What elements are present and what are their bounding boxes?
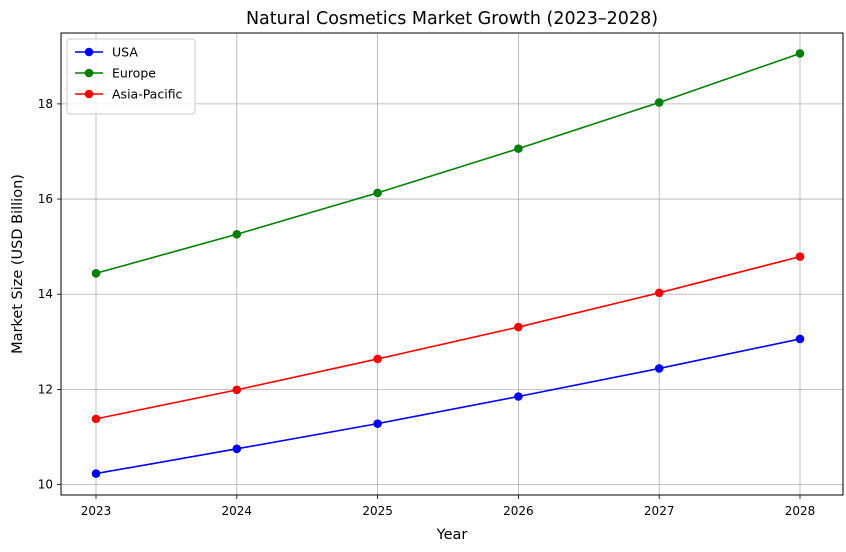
series-layer [91, 49, 805, 478]
series-europe [91, 49, 805, 278]
series-line [95, 255, 801, 420]
y-tick-label: 10 [38, 478, 53, 492]
legend-marker [84, 68, 94, 78]
data-point [373, 354, 382, 364]
data-point [91, 268, 101, 278]
legend-label: Asia-Pacific [112, 87, 183, 102]
data-point [654, 98, 664, 107]
series-usa [91, 334, 805, 478]
y-axis-title: Market Size (USD Billion) [10, 174, 26, 354]
data-point [373, 419, 382, 428]
x-tick-label: 2025 [362, 504, 393, 518]
data-point [232, 385, 242, 395]
x-tick-label: 2024 [222, 504, 253, 518]
y-tick-label: 12 [38, 382, 53, 396]
series-line [95, 338, 801, 475]
y-axis: 10 12 14 16 18 [38, 97, 61, 492]
y-tick-label: 16 [38, 192, 53, 206]
series-line [95, 52, 801, 275]
data-point [514, 144, 523, 153]
data-point [654, 364, 664, 373]
legend-label: USA [112, 45, 138, 60]
data-point [91, 469, 101, 478]
data-point [795, 49, 805, 58]
legend-item: Asia-Pacific [75, 87, 183, 102]
data-point [795, 252, 805, 261]
series-asia-pacific [91, 252, 805, 424]
data-point [514, 322, 523, 332]
data-point [91, 414, 101, 424]
y-tick-label: 18 [38, 97, 53, 111]
y-tick-label: 14 [38, 287, 53, 301]
legend-item: Europe [75, 66, 156, 81]
legend-item: USA [75, 45, 138, 60]
x-tick-label: 2023 [81, 504, 112, 518]
data-point [654, 288, 664, 298]
x-axis-title: Year [436, 527, 468, 543]
chart-title: Natural Cosmetics Market Growth (2023–20… [246, 9, 658, 29]
legend-marker [84, 89, 94, 99]
legend: USA Europe Asia-Pacific [66, 38, 196, 115]
x-tick-label: 2028 [785, 504, 816, 518]
legend-marker [84, 47, 94, 57]
grid [61, 33, 843, 495]
legend-label: Europe [112, 66, 156, 81]
legend-box [66, 38, 196, 115]
data-point [373, 188, 382, 198]
x-tick-label: 2027 [644, 504, 675, 518]
data-point [232, 229, 242, 239]
data-point [232, 444, 242, 454]
data-point [795, 334, 805, 344]
x-axis: 2023 2024 2025 2026 2027 2028 [81, 495, 816, 518]
x-tick-label: 2026 [503, 504, 534, 518]
plot-frame [60, 32, 844, 496]
data-point [514, 392, 523, 401]
